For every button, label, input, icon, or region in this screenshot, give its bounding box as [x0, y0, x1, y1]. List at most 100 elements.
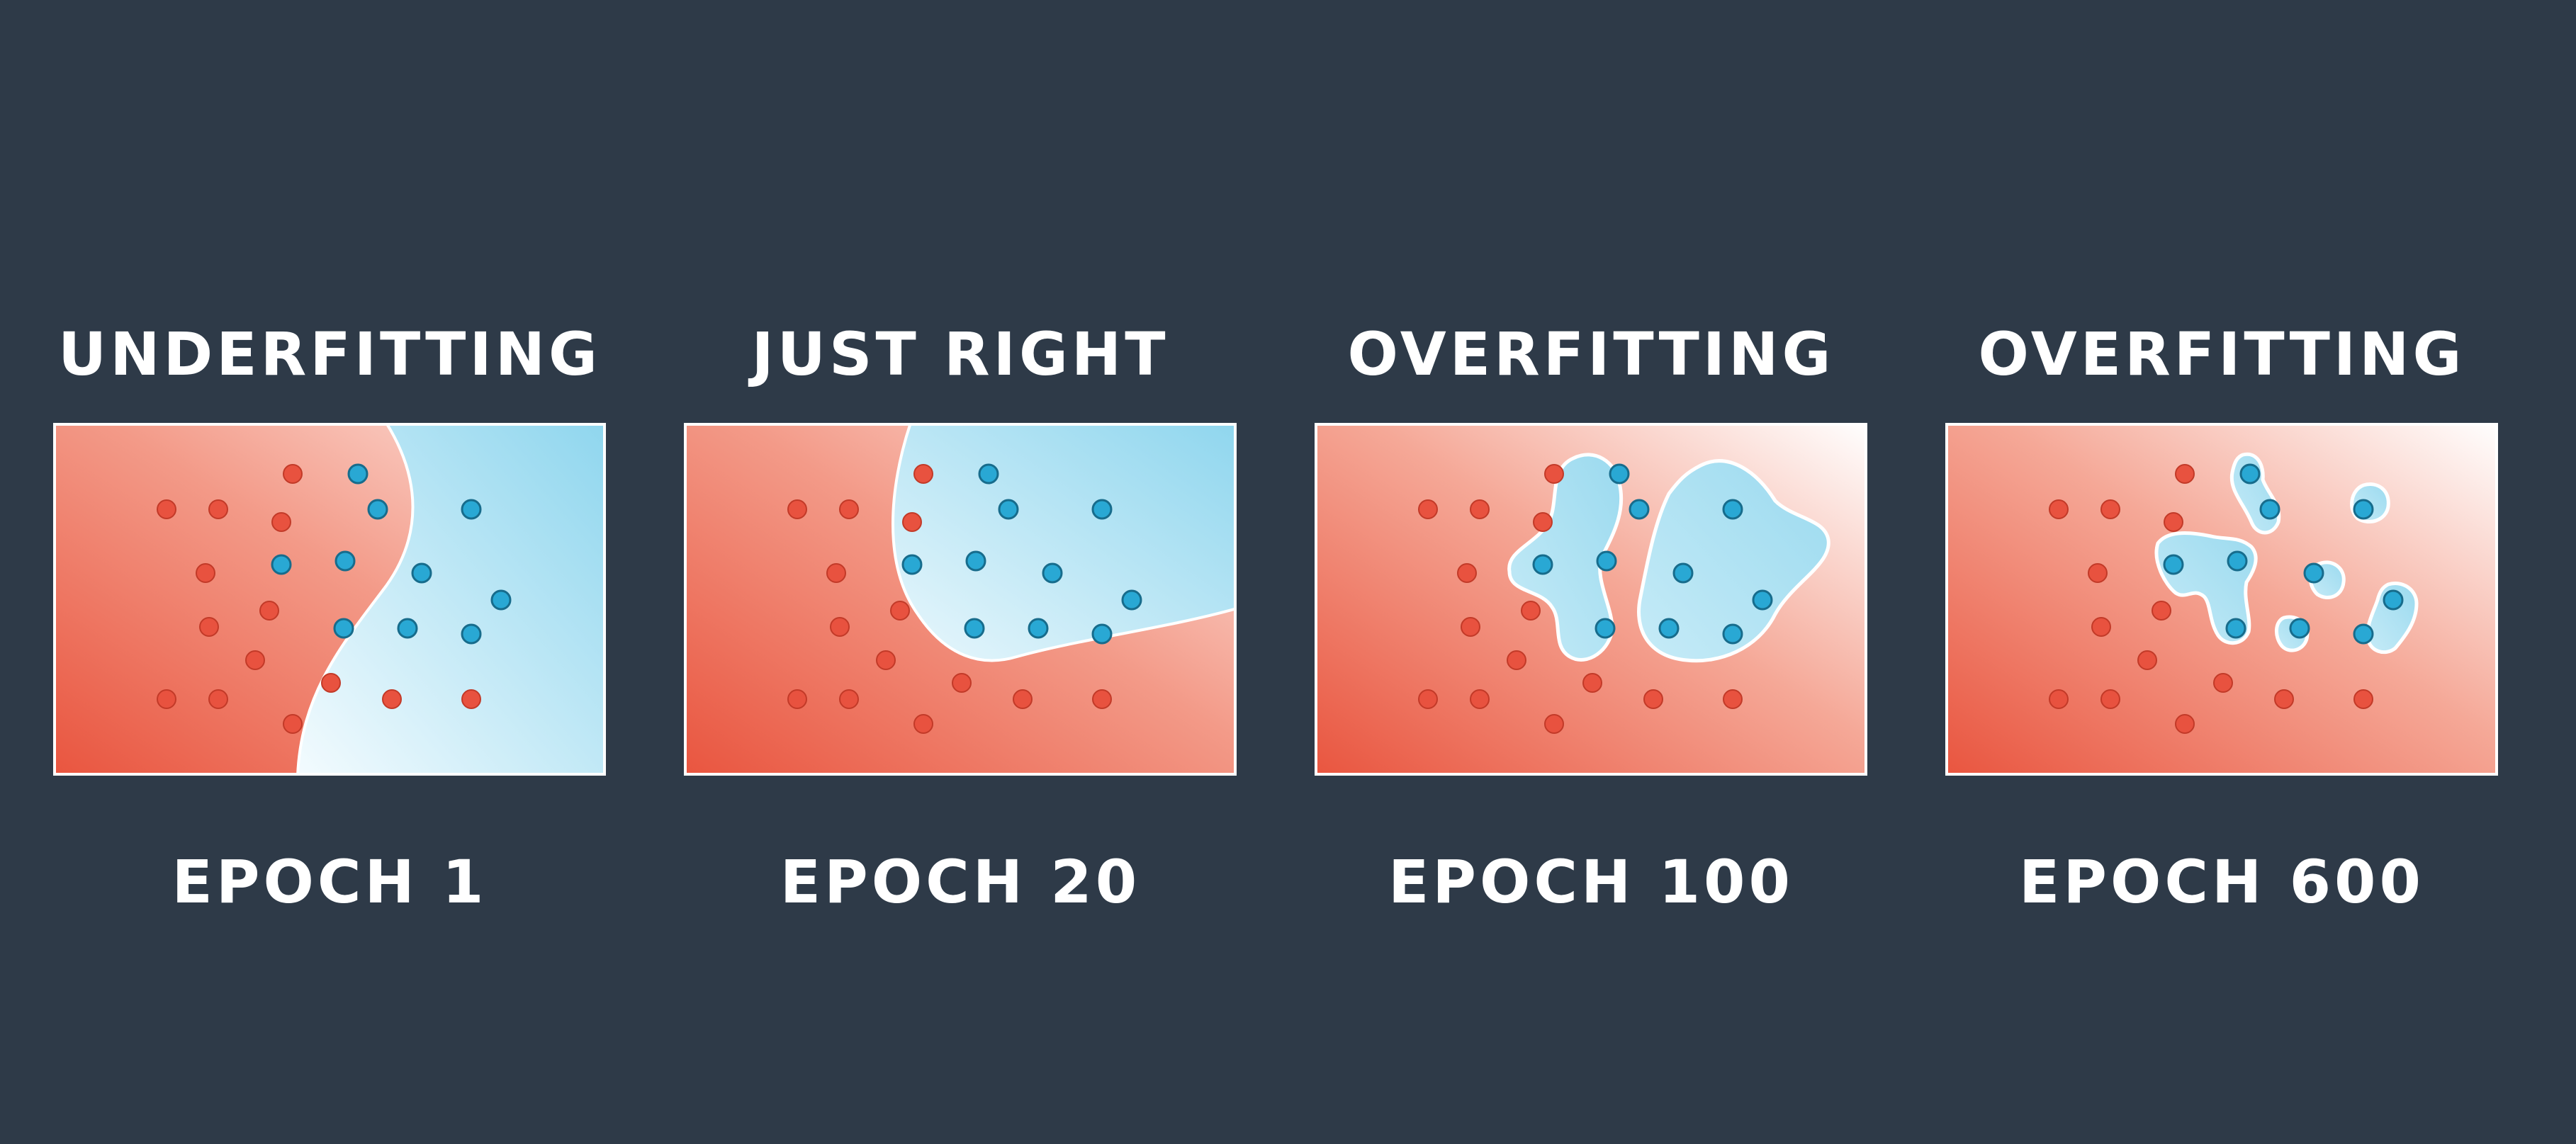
- decision-boundary-plot: [1945, 423, 2498, 776]
- blue-region: [1637, 459, 1830, 663]
- blue-point: [411, 562, 432, 584]
- blue-point: [2353, 499, 2374, 520]
- red-point: [1470, 499, 1490, 519]
- epoch-label: EPOCH 600: [2019, 847, 2424, 917]
- blue-point: [1658, 618, 1680, 639]
- blue-point: [965, 550, 986, 572]
- red-point: [2152, 601, 2171, 621]
- blue-point: [1042, 562, 1063, 584]
- decision-boundary-plot: [1315, 423, 1867, 776]
- blue-point: [2259, 499, 2280, 520]
- blue-point: [2227, 550, 2248, 572]
- red-point: [2088, 563, 2108, 583]
- red-point: [2213, 673, 2233, 693]
- blue-point: [1629, 499, 1650, 520]
- red-points: [1418, 464, 1743, 734]
- blue-point: [1121, 589, 1142, 611]
- blue-point: [1609, 463, 1630, 485]
- red-point: [2274, 689, 2294, 709]
- red-point: [1013, 689, 1033, 709]
- red-point: [283, 464, 303, 484]
- blue-point: [1672, 562, 1694, 584]
- panel-title: JUST RIGHT: [751, 319, 1169, 389]
- panel-epoch-600: OVERFITTING: [1945, 0, 2498, 1144]
- blue-region: [892, 423, 1237, 662]
- red-points: [2049, 464, 2373, 734]
- red-points: [787, 464, 1112, 734]
- red-point: [1418, 499, 1438, 519]
- red-point: [876, 650, 896, 670]
- blue-point: [2289, 618, 2310, 639]
- blue-region: [296, 423, 606, 776]
- red-point: [913, 714, 933, 734]
- red-point: [1457, 563, 1477, 583]
- blue-point: [998, 499, 1019, 520]
- blue-point: [1722, 623, 1743, 645]
- panel-title: OVERFITTING: [1347, 319, 1835, 389]
- blue-regions: [1507, 453, 1830, 663]
- blue-point: [2353, 623, 2374, 645]
- blue-points: [901, 463, 1142, 645]
- blue-point: [2225, 618, 2246, 639]
- red-point: [830, 617, 850, 637]
- blue-points: [2163, 463, 2404, 645]
- blue-point: [2163, 554, 2184, 575]
- blue-point: [367, 499, 388, 520]
- panel-title: UNDERFITTING: [58, 319, 601, 389]
- red-point: [787, 689, 807, 709]
- blue-point: [1752, 589, 1773, 611]
- blue-point: [490, 589, 512, 611]
- red-point: [208, 689, 228, 709]
- red-point: [787, 499, 807, 519]
- decision-boundary-plot: [53, 423, 606, 776]
- red-point: [839, 689, 859, 709]
- red-point: [259, 601, 279, 621]
- blue-region: [2366, 582, 2419, 655]
- red-point: [1723, 689, 1743, 709]
- red-point: [1507, 650, 1526, 670]
- red-point: [2175, 714, 2195, 734]
- blue-points: [271, 463, 512, 645]
- red-point: [199, 617, 219, 637]
- epoch-label: EPOCH 100: [1388, 847, 1794, 917]
- red-point: [208, 499, 228, 519]
- blue-point: [271, 554, 292, 575]
- red-point: [952, 673, 972, 693]
- red-point: [2049, 499, 2069, 519]
- red-point: [1521, 601, 1541, 621]
- red-point: [1533, 512, 1553, 532]
- epoch-label: EPOCH 20: [780, 847, 1141, 917]
- blue-point: [1091, 499, 1113, 520]
- red-point: [2100, 499, 2120, 519]
- red-points: [157, 464, 481, 734]
- red-point: [913, 464, 933, 484]
- blue-point: [334, 550, 356, 572]
- red-point: [196, 563, 215, 583]
- red-point: [1544, 714, 1564, 734]
- blue-points: [1532, 463, 1773, 645]
- red-point: [2164, 512, 2183, 532]
- blue-point: [2383, 589, 2404, 611]
- blue-point: [1532, 554, 1553, 575]
- red-point: [157, 499, 176, 519]
- red-point: [2091, 617, 2111, 637]
- red-point: [1470, 689, 1490, 709]
- panel-epoch-20: JUST RIGHT: [684, 0, 1237, 1144]
- red-point: [2137, 650, 2157, 670]
- blue-point: [964, 618, 985, 639]
- decision-boundary-plot: [684, 423, 1237, 776]
- red-point: [382, 689, 402, 709]
- red-point: [1582, 673, 1602, 693]
- red-point: [839, 499, 859, 519]
- panel-title: OVERFITTING: [1978, 319, 2465, 389]
- red-point: [157, 689, 176, 709]
- blue-point: [1594, 618, 1616, 639]
- red-point: [1461, 617, 1480, 637]
- blue-point: [461, 623, 482, 645]
- blue-point: [1722, 499, 1743, 520]
- red-point: [890, 601, 910, 621]
- blue-region: [1507, 453, 1624, 662]
- red-point: [1643, 689, 1663, 709]
- blue-point: [2239, 463, 2261, 485]
- epoch-label: EPOCH 1: [171, 847, 488, 917]
